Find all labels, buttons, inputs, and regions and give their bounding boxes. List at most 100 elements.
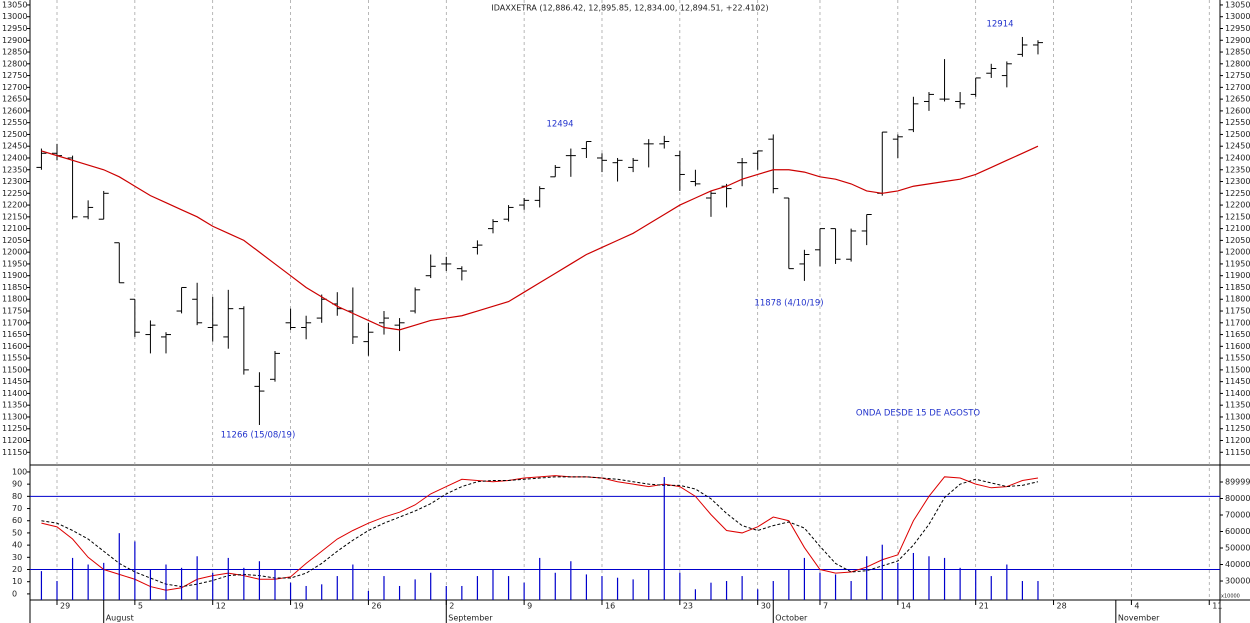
y-tick-label: 30 [12,553,22,562]
x-tick-label: 29 [60,602,70,611]
y-tick-label: 12550 [2,118,27,127]
y-tick-label: 11500 [2,365,27,374]
y-tick-label: 12950 [2,24,27,33]
y-tick-label: 0 [12,589,17,598]
y-tick-label: 12850 [2,48,27,57]
y-tick-label: 13050 [2,0,27,9]
y-tick-label: 11650 [2,330,27,339]
x-tick-label: 12 [216,602,226,611]
y-tick-label: 12100 [2,224,27,233]
y-tick-label: 11200 [2,436,27,445]
y2-tick-label: 12450 [1225,142,1250,151]
y-tick-label: 12450 [2,142,27,151]
y-tick-label: 12350 [2,165,27,174]
y-tick-label: 11350 [2,401,27,410]
y2-tick-label: 11550 [1225,354,1250,363]
x-tick-label: 23 [683,602,693,611]
x-tick-label: 14 [901,602,911,611]
moving-average [41,145,1039,331]
y2-tick-label: 12100 [1225,224,1250,233]
y2-tick-label: 12800 [1225,59,1250,68]
y2-tick-label: 12050 [1225,236,1250,245]
y-tick-label: 20 [12,565,22,574]
y-tick-label: 12050 [2,236,27,245]
y-tick-label: 11250 [2,424,27,433]
y2-tick-label: 12150 [1225,212,1250,221]
y-tick-label: 11300 [2,412,27,421]
y-tick-label: 13000 [2,12,27,21]
x-tick-label: 21 [979,602,989,611]
y-tick-label: 12400 [2,153,27,162]
y2-tick-label: 70000 [1225,511,1250,520]
y2-tick-label: 80000 [1225,494,1250,503]
y-tick-label: 12300 [2,177,27,186]
y-tick-label: 10 [12,577,22,586]
month-label: September [448,614,493,623]
y2-tick-label: 11250 [1225,424,1250,433]
y2-tick-label: 11750 [1225,307,1250,316]
oscillator-line [41,476,1039,588]
y-tick-label: 11900 [2,271,27,280]
y-tick-label: 100 [12,467,27,476]
y-tick-label: 12750 [2,71,27,80]
y-tick-label: 40 [12,541,22,550]
y2-tick-label: 11200 [1225,436,1250,445]
y2-tick-label: 12750 [1225,71,1250,80]
y2-tick-label: 12600 [1225,106,1250,115]
annotation: 12494 [546,120,573,130]
y2-tick-label: 12950 [1225,24,1250,33]
y2-tick-label: 89999 [1225,478,1250,487]
x-tick-label: 28 [1057,602,1067,611]
y2-tick-label: 11400 [1225,389,1250,398]
y2-tick-label: 12550 [1225,118,1250,127]
annotation: 12914 [986,20,1013,30]
y2-tick-label: 12350 [1225,165,1250,174]
y-tick-label: 12500 [2,130,27,139]
y2-tick-label: 12300 [1225,177,1250,186]
y-tick-label: 12700 [2,83,27,92]
annotation: 11878 (4/10/19) [754,299,823,309]
x-tick-label: 26 [371,602,381,611]
y2-tick-label: 11150 [1225,448,1250,457]
y-tick-label: 50 [12,528,22,537]
x-tick-label: 11 [1212,602,1222,611]
y-tick-label: 12200 [2,201,27,210]
y2-tick-label: 11450 [1225,377,1250,386]
y-tick-label: 12150 [2,212,27,221]
y-tick-label: 12600 [2,106,27,115]
y2-tick-label: 12650 [1225,95,1250,104]
y2-tick-label: 11950 [1225,259,1250,268]
y2-tick-label: 12700 [1225,83,1250,92]
y-tick-label: 11150 [2,448,27,457]
x-tick-label: 9 [527,602,532,611]
y-tick-label: 12900 [2,36,27,45]
month-label: August [106,614,134,623]
y-tick-label: 11950 [2,259,27,268]
y2-tick-label: 12250 [1225,189,1250,198]
y-tick-label: 12800 [2,59,27,68]
x-tick-label: 4 [1134,602,1139,611]
y2-tick-label: 40000 [1225,560,1250,569]
y2-tick-label: 12200 [1225,201,1250,210]
y-tick-label: 11850 [2,283,27,292]
x-tick-label: 19 [294,602,304,611]
y2-tick-label: 11900 [1225,271,1250,280]
y-tick-label: 70 [12,504,22,513]
x-tick-label: 16 [605,602,615,611]
x-tick-label: 30 [761,602,771,611]
y2-tick-label: 11600 [1225,342,1250,351]
oscillator-line [41,475,1039,591]
y2-tick-label: 11700 [1225,318,1250,327]
y-tick-label: 11550 [2,354,27,363]
y-tick-label: 60 [12,516,22,525]
y2-tick-label: 50000 [1225,544,1250,553]
y-tick-label: 90 [12,480,22,489]
y2-tick-label: 11350 [1225,401,1250,410]
y-tick-label: 11400 [2,389,27,398]
y-tick-label: 12250 [2,189,27,198]
y2-unit: x10000 [1221,594,1240,600]
y-tick-label: 12650 [2,95,27,104]
y-tick-label: 11450 [2,377,27,386]
